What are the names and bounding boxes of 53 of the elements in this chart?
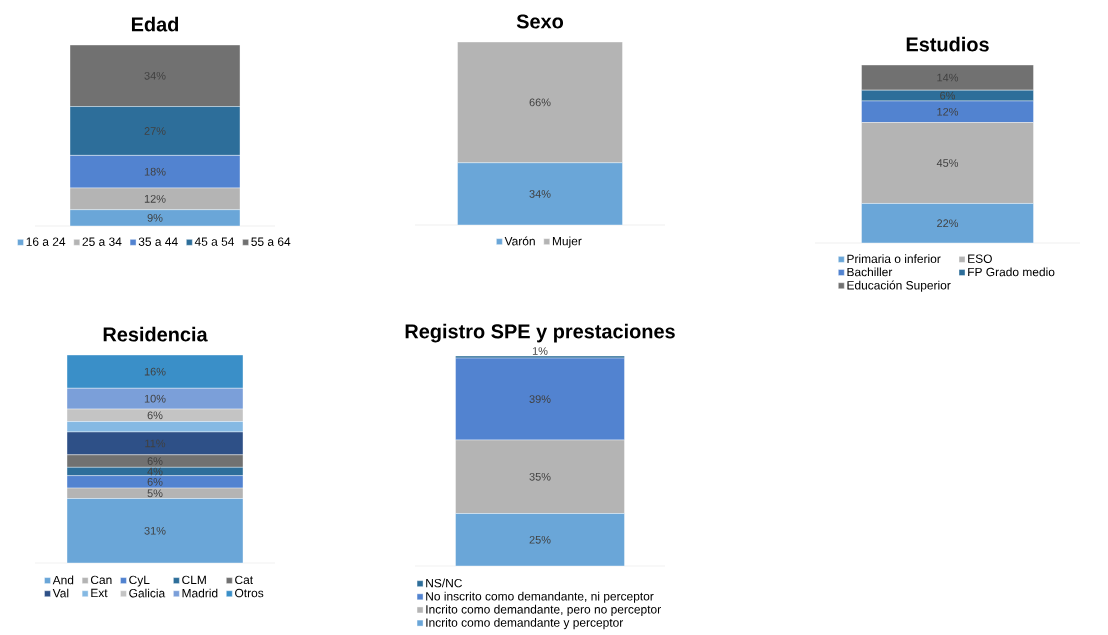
legend-label: Otros	[235, 588, 264, 598]
data-label: 34%	[529, 190, 551, 198]
data-label: 5%	[147, 489, 163, 498]
data-label: 6%	[147, 411, 163, 420]
legend-label: 25 a 34	[82, 237, 122, 246]
data-label: 35%	[529, 472, 551, 481]
legend-label: Educación Superior	[847, 280, 951, 292]
legend-label: FP Grado medio	[968, 267, 1055, 277]
legend-label: Incrito como demandante, pero no perceptor	[426, 604, 661, 617]
legend-label: 45 a 54	[194, 237, 235, 246]
chart-title: Sexo	[516, 14, 564, 29]
legend-label: Ext	[91, 588, 108, 598]
data-label: 10%	[144, 394, 166, 403]
legend-label: Incrito como demandante y perceptor	[426, 618, 624, 630]
legend-label: Galicia	[129, 588, 166, 598]
data-label: 27%	[144, 127, 166, 135]
data-label: 25%	[529, 535, 551, 544]
chart-title: Residencia	[103, 326, 208, 342]
legend-label: CLM	[182, 575, 206, 585]
legend-label: Cat	[235, 575, 254, 585]
legend-label: Madrid	[182, 588, 218, 598]
data-label: 22%	[937, 219, 959, 228]
data-label: 45%	[936, 159, 959, 167]
data-label: 12%	[937, 107, 959, 116]
chart-title: Edad	[131, 16, 179, 32]
data-label: 12%	[144, 195, 166, 203]
data-label: 11%	[145, 439, 166, 448]
chart-title: Registro SPE y prestaciones	[405, 323, 675, 343]
data-label: 66%	[529, 98, 551, 107]
data-label: 6%	[147, 478, 163, 486]
legend-label: No inscrito como demandante, ni perceptor	[426, 591, 654, 603]
data-label: 18%	[144, 167, 166, 176]
legend-label: Bachiller	[847, 267, 893, 277]
legend-label: 35 a 44	[138, 237, 178, 246]
legend-label: NS/NC	[426, 578, 462, 588]
data-label: 6%	[940, 91, 956, 100]
data-label: 39%	[529, 395, 551, 403]
legend-label: ESO	[968, 254, 992, 263]
data-label: 9%	[147, 213, 163, 222]
data-label: 1%	[532, 347, 548, 355]
legend-label: Mujer	[552, 236, 582, 248]
legend-label: 16 a 24	[26, 237, 66, 246]
chart-title: Estudios	[906, 36, 989, 52]
data-label: 16%	[144, 367, 166, 376]
data-label: 4%	[147, 467, 163, 476]
data-label: 31%	[144, 526, 166, 535]
legend-label: Varón	[504, 236, 535, 246]
legend-label: Primaria o inferior	[847, 254, 941, 264]
legend-label: Can	[90, 575, 112, 585]
legend-label: Val	[52, 588, 69, 598]
legend-label: And	[52, 575, 74, 585]
legend-label: 55 a 64	[251, 237, 291, 246]
legend-label: CyL	[129, 575, 150, 587]
